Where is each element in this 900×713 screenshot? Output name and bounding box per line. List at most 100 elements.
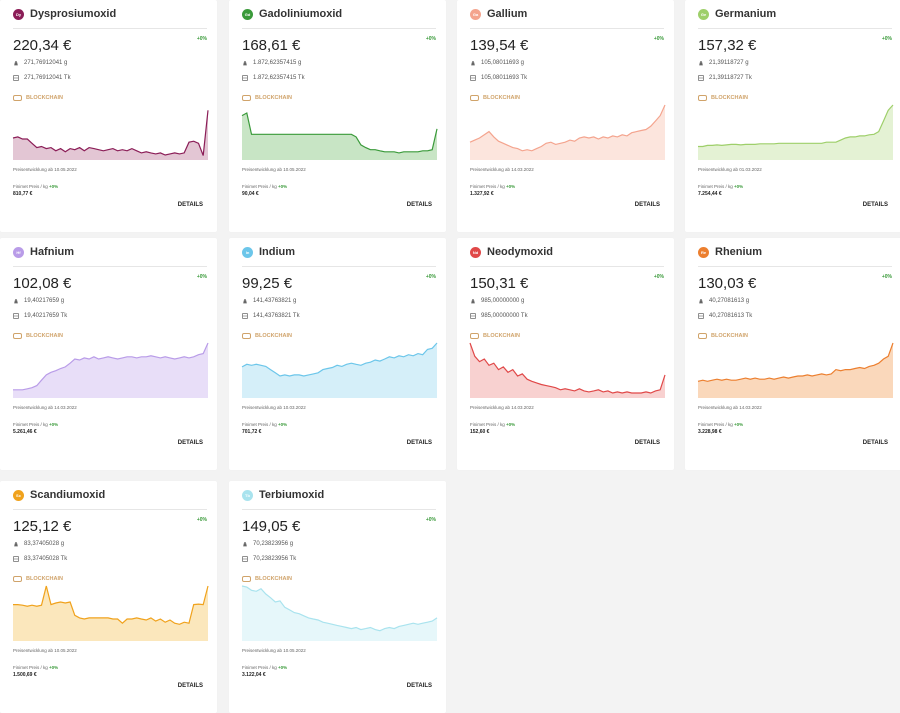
finimet-label-text: Finimet Preis / kg <box>13 184 48 189</box>
tokens-row: 83,37405028 Tk <box>13 556 67 562</box>
blockchain-link[interactable]: BLOCKCHAIN <box>242 333 292 339</box>
finimet-price-label: Finimet Preis / kg +0% <box>470 422 515 427</box>
price: 149,05 € <box>242 518 301 535</box>
details-button[interactable]: DETAILS <box>406 683 432 689</box>
blockchain-label: BLOCKCHAIN <box>26 576 63 582</box>
price-chart <box>469 342 666 398</box>
finimet-price-value: 701,72 € <box>242 429 262 435</box>
grams-row: 21,39118727 g <box>698 60 749 66</box>
product-card[interactable]: Tb Terbiumoxid 149,05 € +0% 70,23823956 g 70,… <box>229 481 446 713</box>
product-card[interactable]: Re Rhenium 130,03 € +0% 40,27081613 g 40,2708… <box>685 238 900 470</box>
chart-area <box>242 113 437 160</box>
grams-value: 1.872,62357415 g <box>253 60 302 66</box>
chain-link-icon <box>13 95 22 101</box>
finimet-price-value: 5.261,46 € <box>13 429 37 435</box>
card-title: Terbiumoxid <box>259 489 325 501</box>
tokens-value: 105,08011693 Tk <box>481 75 528 81</box>
finimet-pct: +0% <box>506 422 516 427</box>
product-card[interactable]: Sc Scandiumoxid 125,12 € +0% 83,37405028 g 83… <box>0 481 217 713</box>
price-history-since: Preisentwicklung ab 14.03.2022 <box>13 405 77 410</box>
blockchain-link[interactable]: BLOCKCHAIN <box>470 95 520 101</box>
blockchain-link[interactable]: BLOCKCHAIN <box>698 95 748 101</box>
product-card[interactable]: Ge Germanium 157,32 € +0% 21,39118727 g 21,39… <box>685 0 900 232</box>
element-badge-icon: Hf <box>13 246 24 258</box>
blockchain-link[interactable]: BLOCKCHAIN <box>13 333 63 339</box>
price: 125,12 € <box>13 518 72 535</box>
weight-icon <box>243 541 247 547</box>
product-card[interactable]: Dy Dysprosiumoxid 220,34 € +0% 271,76912041 … <box>0 0 217 232</box>
product-card[interactable]: Gd Gadoliniumoxid 168,61 € +0% 1.872,6235741… <box>229 0 446 232</box>
chart-line <box>241 342 438 377</box>
grams-row: 70,23823956 g <box>242 541 293 547</box>
blockchain-link[interactable]: BLOCKCHAIN <box>242 576 292 582</box>
finimet-price-value: 3.122,04 € <box>242 672 266 678</box>
element-badge-icon: In <box>242 246 253 258</box>
details-button[interactable]: DETAILS <box>406 202 432 208</box>
blockchain-link[interactable]: BLOCKCHAIN <box>698 333 748 339</box>
grams-value: 19,40217659 g <box>24 298 65 304</box>
chart-area <box>470 343 665 398</box>
chain-link-icon <box>13 333 22 339</box>
finimet-label-text: Finimet Preis / kg <box>470 184 505 189</box>
blockchain-link[interactable]: BLOCKCHAIN <box>13 95 63 101</box>
product-card[interactable]: Ga Gallium 139,54 € +0% 105,08011693 g 105,08… <box>457 0 674 232</box>
details-button[interactable]: DETAILS <box>634 202 660 208</box>
change-percent: +0% <box>653 274 664 280</box>
details-button[interactable]: DETAILS <box>177 440 203 446</box>
price: 150,31 € <box>470 275 529 292</box>
card-title: Germanium <box>715 8 777 20</box>
card-header: In Indium <box>242 244 436 260</box>
chart-line <box>13 342 209 391</box>
tokens-row: 985,00000000 Tk <box>470 313 528 319</box>
details-button[interactable]: DETAILS <box>862 440 888 446</box>
card-title: Gallium <box>487 8 528 20</box>
grams-row: 105,08011693 g <box>470 60 524 66</box>
grams-value: 83,37405028 g <box>24 541 65 547</box>
finimet-price-value: 7.254,44 € <box>698 191 722 197</box>
token-icon <box>242 75 248 81</box>
grams-row: 985,00000000 g <box>470 298 524 304</box>
change-percent: +0% <box>881 36 892 42</box>
card-title: Hafnium <box>30 246 74 258</box>
blockchain-link[interactable]: BLOCKCHAIN <box>470 333 520 339</box>
details-button[interactable]: DETAILS <box>177 683 203 689</box>
chain-link-icon <box>470 333 479 339</box>
change-percent: +0% <box>196 517 207 523</box>
chain-link-icon <box>13 576 22 582</box>
price-history-since: Preisentwicklung ab 14.03.2022 <box>470 405 534 410</box>
finimet-price-value: 1.500,69 € <box>13 672 37 678</box>
chart-area <box>13 110 208 160</box>
chain-link-icon <box>242 333 251 339</box>
product-card[interactable]: In Indium 99,25 € +0% 141,43763821 g 141,4376… <box>229 238 446 470</box>
price: 220,34 € <box>13 37 72 54</box>
details-button[interactable]: DETAILS <box>406 440 432 446</box>
finimet-price-value: 810,77 € <box>13 191 33 197</box>
product-card[interactable]: Nd Neodymoxid 150,31 € +0% 985,00000000 g 985… <box>457 238 674 470</box>
tokens-row: 271,76912041 Tk <box>13 75 71 81</box>
card-title: Gadoliniumoxid <box>259 8 343 20</box>
chain-link-icon <box>242 576 251 582</box>
chart-area <box>242 343 437 398</box>
grams-value: 985,00000000 g <box>481 298 525 304</box>
product-card[interactable]: Hf Hafnium 102,08 € +0% 19,40217659 g 19,4021… <box>0 238 217 470</box>
blockchain-link[interactable]: BLOCKCHAIN <box>13 576 63 582</box>
details-button[interactable]: DETAILS <box>177 202 203 208</box>
change-percent: +0% <box>653 36 664 42</box>
chart-area <box>13 586 208 641</box>
details-button[interactable]: DETAILS <box>634 440 660 446</box>
card-title: Indium <box>259 246 296 258</box>
price-history-since: Preisentwicklung ab 10.05.2022 <box>13 167 77 172</box>
token-icon <box>242 313 248 319</box>
token-icon <box>470 75 476 81</box>
tokens-value: 19,40217659 Tk <box>24 313 68 319</box>
grams-value: 40,27081613 g <box>709 298 750 304</box>
blockchain-link[interactable]: BLOCKCHAIN <box>242 95 292 101</box>
details-button[interactable]: DETAILS <box>862 202 888 208</box>
blockchain-label: BLOCKCHAIN <box>255 333 292 339</box>
element-badge-icon: Dy <box>13 8 24 20</box>
element-badge-icon: Ga <box>470 8 481 20</box>
chart-line <box>469 104 666 152</box>
weight-icon <box>14 60 18 66</box>
divider <box>13 266 207 267</box>
